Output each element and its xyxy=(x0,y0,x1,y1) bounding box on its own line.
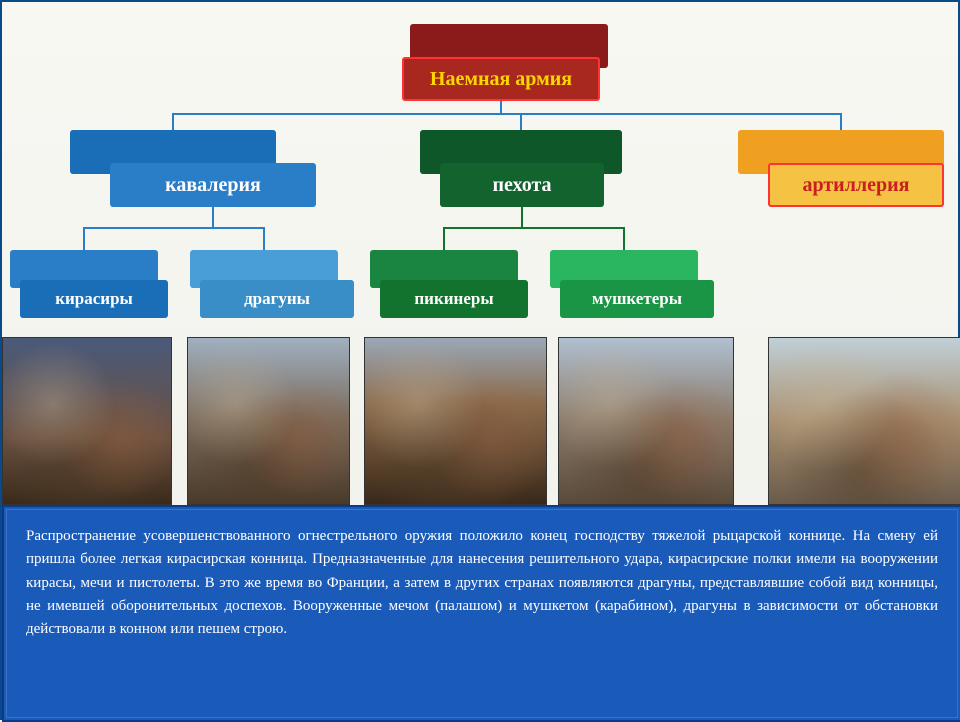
artillery-image xyxy=(768,337,960,505)
cuirassier-node: кирасиры xyxy=(20,280,168,318)
pikemen-image xyxy=(364,337,547,505)
infantry-node: пехота xyxy=(440,163,604,207)
cavalry-node: кавалерия xyxy=(110,163,316,207)
cuirassier-image xyxy=(2,337,172,505)
artillery-node: артиллерия xyxy=(768,163,944,207)
musketeer-image xyxy=(558,337,734,505)
description-text: Распространение усовершенствованного огн… xyxy=(2,505,960,722)
dragoon-image xyxy=(187,337,350,505)
slide-container: Наемная армия кавалерия пехота артиллери… xyxy=(0,0,960,720)
dragoon-node: драгуны xyxy=(200,280,354,318)
root-node: Наемная армия xyxy=(402,57,600,101)
musketeer-node: мушкетеры xyxy=(560,280,714,318)
pikemen-node: пикинеры xyxy=(380,280,528,318)
